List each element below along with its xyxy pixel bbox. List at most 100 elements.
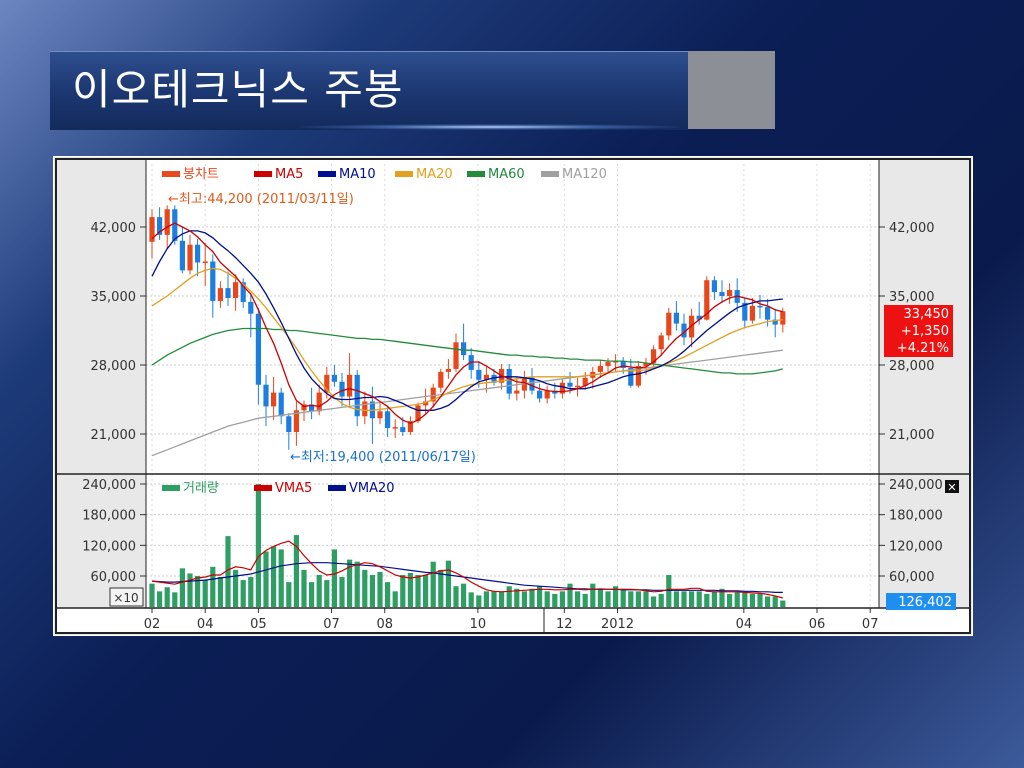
x-tick-label: 02	[144, 617, 161, 632]
volume-bar	[157, 591, 163, 607]
volume-bar	[377, 571, 383, 607]
legend-swatch	[467, 171, 485, 177]
volume-bar	[339, 577, 345, 607]
multiplier-box	[109, 587, 144, 607]
volume-bar	[552, 593, 558, 607]
x-tick-label: 2012	[601, 617, 634, 632]
volume-tick-label-right: 120,000	[889, 539, 943, 554]
legend-label: 봉차트	[183, 167, 219, 182]
candle-body	[575, 385, 581, 388]
candle-body	[727, 290, 733, 296]
x-tick-label: 04	[197, 617, 214, 632]
volume-bar	[711, 591, 717, 607]
price-change-pct: +4.21%	[897, 341, 949, 356]
candle-body	[407, 421, 413, 433]
volume-bar	[658, 593, 664, 607]
candle-body	[415, 405, 421, 422]
volume-bar	[666, 574, 672, 607]
volume-bar	[255, 484, 261, 607]
volume-multiplier: ×10	[113, 591, 138, 605]
legend-label: 거래량	[183, 481, 219, 496]
x-tick-label: 07	[862, 617, 879, 632]
close-icon[interactable]: ✕	[945, 480, 959, 494]
legend-swatch	[162, 485, 180, 491]
candle-body	[613, 361, 619, 363]
volume-bar	[476, 595, 482, 607]
volume-bar	[521, 591, 527, 607]
volume-bar	[164, 587, 170, 607]
candle-body	[559, 382, 565, 394]
volume-bar	[445, 560, 451, 607]
volume-bar	[605, 591, 611, 607]
candle-body	[233, 282, 239, 298]
candle-body	[651, 349, 657, 364]
volume-bar	[696, 591, 702, 607]
price-tick-label-left: 35,000	[91, 290, 137, 305]
volume-bar	[499, 591, 505, 607]
volume-bar	[567, 583, 573, 607]
volume-tick-label-left: 120,000	[82, 539, 136, 554]
volume-bar	[681, 591, 687, 607]
volume-bar	[582, 593, 588, 607]
vma5-line	[151, 540, 783, 599]
volume-bar	[742, 591, 748, 607]
candle-body	[202, 261, 208, 263]
candle-body	[423, 401, 429, 406]
candle-body	[362, 401, 368, 417]
current-price-box	[884, 305, 953, 357]
volume-bar	[400, 574, 406, 607]
volume-bar	[316, 574, 322, 607]
candle-body	[301, 404, 307, 411]
volume-bar	[286, 582, 292, 607]
legend-label: MA5	[275, 167, 303, 182]
volume-bar	[727, 593, 733, 607]
volume-bar	[765, 596, 771, 607]
ma60-line	[151, 327, 783, 375]
candle-body	[514, 390, 520, 394]
volume-bar	[324, 580, 330, 607]
volume-bar	[575, 591, 581, 607]
volume-bar	[483, 591, 489, 607]
current-price: 33,450	[904, 307, 950, 322]
volume-bar	[506, 586, 512, 607]
volume-bar	[392, 591, 398, 607]
candle-body	[696, 315, 702, 320]
volume-bar	[468, 592, 474, 607]
volume-bar	[628, 591, 634, 607]
volume-bar	[635, 591, 641, 607]
candle-body	[620, 361, 626, 368]
volume-tick-label-right: 180,000	[889, 509, 943, 524]
candle-body	[293, 410, 299, 433]
candle-body	[392, 427, 398, 429]
volume-bar	[149, 583, 155, 607]
volume-bar	[704, 593, 710, 607]
candle-body	[400, 427, 406, 433]
legend-label: MA10	[339, 167, 376, 182]
legend-swatch	[395, 171, 413, 177]
x-tick-label: 05	[250, 617, 267, 632]
volume-bar	[620, 588, 626, 607]
volume-bar	[233, 569, 239, 607]
candle-body	[164, 209, 170, 235]
candle-body	[157, 217, 163, 235]
x-tick-label: 04	[736, 617, 753, 632]
volume-bar	[217, 577, 223, 607]
legend-label: MA60	[488, 167, 525, 182]
candle-body	[711, 280, 717, 293]
legend-swatch	[162, 171, 180, 177]
volume-bar	[293, 535, 299, 607]
price-tick-label-right: 28,000	[889, 359, 935, 374]
volume-bar	[263, 551, 269, 607]
volume-bar	[772, 596, 778, 607]
x-tick-label: 12	[556, 617, 573, 632]
volume-bar	[172, 592, 178, 607]
candle-body	[582, 377, 588, 386]
candle-body	[658, 335, 664, 350]
volume-tick-label-left: 240,000	[82, 478, 136, 493]
volume-bar	[537, 586, 543, 607]
x-tick-label: 07	[323, 617, 340, 632]
volume-bar	[430, 561, 436, 607]
volume-bar	[453, 586, 459, 607]
candle-body	[377, 411, 383, 419]
volume-bar	[187, 573, 193, 607]
